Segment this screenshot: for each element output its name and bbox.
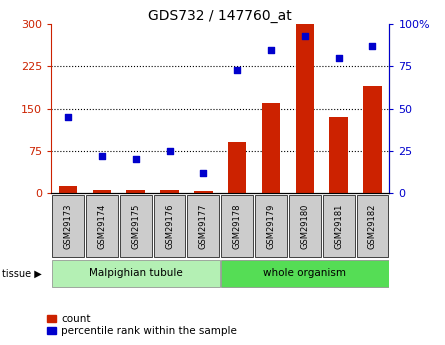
Text: GSM29176: GSM29176 (165, 203, 174, 249)
Point (166, 148, 173, 154)
Text: GSM29178: GSM29178 (233, 203, 242, 249)
Bar (221, 195, 253, 257)
Bar (356, 195, 388, 257)
Point (234, 67, 241, 72)
Bar (52, 260, 219, 287)
Bar (221, 260, 388, 287)
Point (65, 114, 72, 120)
Text: GSM29179: GSM29179 (267, 203, 275, 249)
Point (200, 170, 207, 176)
Bar (228, 142, 247, 193)
Text: GSM29175: GSM29175 (131, 203, 140, 249)
Bar (255, 195, 287, 257)
Bar (363, 86, 382, 193)
Bar (194, 191, 213, 193)
Title: GDS732 / 147760_at: GDS732 / 147760_at (148, 9, 292, 23)
Bar (160, 190, 179, 193)
Bar (329, 117, 348, 193)
Bar (52, 195, 84, 257)
Text: GSM29180: GSM29180 (300, 203, 309, 249)
Point (132, 157, 139, 162)
Bar (86, 195, 118, 257)
Bar (262, 103, 280, 193)
Text: GSM29177: GSM29177 (199, 203, 208, 249)
Bar (126, 190, 145, 193)
Text: GSM29182: GSM29182 (368, 203, 377, 249)
Bar (323, 195, 355, 257)
Point (267, 47, 275, 52)
Bar (295, 24, 314, 193)
Bar (289, 195, 321, 257)
Text: GSM29174: GSM29174 (97, 203, 106, 249)
Text: GSM29173: GSM29173 (64, 203, 73, 249)
Legend: count, percentile rank within the sample: count, percentile rank within the sample (48, 314, 237, 336)
Bar (154, 195, 186, 257)
Bar (120, 195, 152, 257)
Bar (59, 186, 77, 193)
Text: GSM29181: GSM29181 (334, 203, 343, 249)
Text: whole organism: whole organism (263, 268, 346, 278)
Text: Malpighian tubule: Malpighian tubule (89, 268, 182, 278)
Bar (187, 195, 219, 257)
Point (98, 153, 105, 159)
Point (335, 55, 342, 61)
Bar (93, 190, 111, 193)
Point (301, 33, 308, 39)
Point (369, 43, 376, 49)
Text: tissue ▶: tissue ▶ (2, 268, 42, 278)
